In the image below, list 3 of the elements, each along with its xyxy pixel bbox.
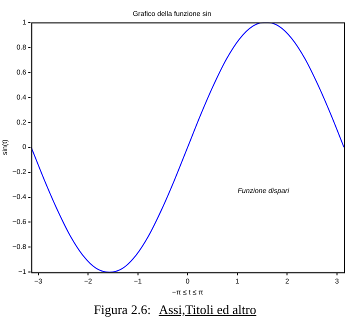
text: Figura 2.6: (94, 302, 151, 317)
line-series (31, 22, 344, 272)
text: Assi,Titoli ed altro (158, 302, 256, 317)
